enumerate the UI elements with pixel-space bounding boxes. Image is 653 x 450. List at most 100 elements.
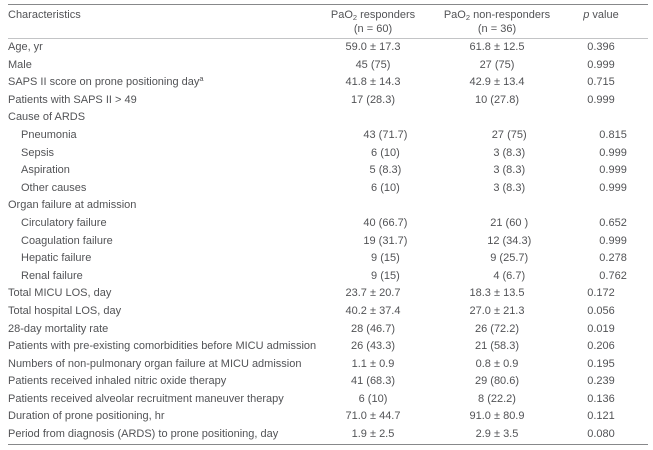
p-value: 0.136 bbox=[587, 392, 615, 405]
p-value: 0.999 bbox=[599, 146, 627, 159]
row-label: Period from diagnosis (ARDS) to prone po… bbox=[8, 428, 279, 441]
non-responders-value: 61.8 ± 12.5 bbox=[469, 41, 525, 53]
header-pao2-responders-title: PaO2 responders bbox=[330, 9, 416, 22]
non-responders-value: 26 (72.2) bbox=[474, 322, 520, 335]
p-value: 0.652 bbox=[599, 216, 627, 229]
non-responders-value: 12 (34.3) bbox=[487, 234, 532, 247]
table-row: Patients with SAPS II > 49 17 (28.3) 10 (2… bbox=[8, 92, 648, 110]
p-value: 0.080 bbox=[587, 428, 615, 441]
responders-value: 45 (75) bbox=[355, 58, 391, 71]
p-value: 0.278 bbox=[599, 252, 627, 265]
p-value: 0.239 bbox=[587, 375, 615, 388]
row-label: Sepsis bbox=[21, 146, 55, 159]
p-value: 0.172 bbox=[587, 287, 615, 300]
p-value: 0.019 bbox=[587, 322, 615, 335]
responders-value: 6 (10) bbox=[371, 146, 400, 159]
table-row: Organ failure at admission bbox=[8, 197, 648, 215]
p-value: 0.999 bbox=[599, 164, 627, 177]
header-pao2-responders-n: (n = 60) bbox=[353, 22, 393, 35]
responders-value: 9 (15) bbox=[371, 252, 400, 265]
table-row: Circulatory failure 40 (66.7) 21 (60 ) 0.65… bbox=[8, 215, 648, 233]
table-row: Aspiration 5 (8.3) 3 (8.3) 0.999 bbox=[8, 162, 648, 180]
responders-value: 1.9 ± 2.5 bbox=[351, 428, 395, 441]
header-p-value: p value bbox=[583, 9, 619, 21]
table-header: Characteristics PaO2 responders (n = 60)… bbox=[8, 4, 648, 39]
responders-value: 9 (15) bbox=[371, 269, 400, 282]
responders-value: 17 (28.3) bbox=[350, 93, 396, 106]
table-row: Total MICU LOS, day 23.7 ± 20.7 18.3 ± 13.… bbox=[8, 285, 648, 303]
table-row: SAPS II score on prone positioning daya 4… bbox=[8, 74, 648, 92]
table-row: Patients received inhaled nitric oxide t… bbox=[8, 373, 648, 391]
non-responders-value: 3 (8.3) bbox=[493, 181, 526, 194]
row-label: SAPS II score on prone positioning daya bbox=[8, 74, 204, 89]
responders-value: 43 (71.7) bbox=[363, 128, 408, 141]
non-responders-value: 27 (75) bbox=[491, 128, 527, 141]
non-responders-value: 29 (80.6) bbox=[474, 375, 520, 388]
p-value: 0.206 bbox=[587, 340, 615, 353]
non-responders-value: 91.0 ± 80.9 bbox=[469, 410, 525, 423]
footnote-marker: a bbox=[199, 74, 204, 84]
row-label: Other causes bbox=[21, 181, 87, 194]
non-responders-value: 4 (6.7) bbox=[493, 269, 526, 282]
p-value: 0.815 bbox=[599, 128, 627, 141]
responders-value: 1.1 ± 0.9 bbox=[351, 357, 395, 370]
responders-value: 6 (10) bbox=[371, 181, 400, 194]
non-responders-value: 0.8 ± 0.9 bbox=[475, 357, 519, 370]
p-value: 0.056 bbox=[587, 304, 615, 317]
p-value: 0.999 bbox=[599, 181, 627, 194]
row-label: Cause of ARDS bbox=[8, 111, 86, 124]
responders-value: 71.0 ± 44.7 bbox=[345, 410, 401, 423]
header-pao2-non-responders-n: (n = 36) bbox=[477, 22, 517, 35]
row-label: Numbers of non-pulmonary organ failure a… bbox=[8, 357, 302, 370]
non-responders-value: 21 (58.3) bbox=[474, 340, 520, 353]
row-label: Duration of prone positioning, hr bbox=[8, 410, 165, 423]
row-label: Total MICU LOS, day bbox=[8, 287, 112, 300]
responders-value: 6 (10) bbox=[358, 392, 388, 405]
table-row: Renal failure 9 (15) 4 (6.7) 0.762 bbox=[8, 268, 648, 286]
table-row: Hepatic failure 9 (15) 9 (25.7) 0.278 bbox=[8, 250, 648, 268]
responders-value: 59.0 ± 17.3 bbox=[345, 41, 401, 53]
table-row: Male 45 (75) 27 (75) 0.999 bbox=[8, 57, 648, 75]
non-responders-value: 8 (22.2) bbox=[478, 392, 516, 405]
responders-value: 5 (8.3) bbox=[369, 164, 402, 177]
table-row: Age, yr 59.0 ± 17.3 61.8 ± 12.5 0.396 bbox=[8, 39, 648, 57]
responders-value: 28 (46.7) bbox=[350, 322, 396, 335]
row-label: Coagulation failure bbox=[21, 234, 113, 247]
table-row: Pneumonia 43 (71.7) 27 (75) 0.815 bbox=[8, 127, 648, 145]
non-responders-value: 18.3 ± 13.5 bbox=[469, 287, 525, 300]
p-value: 0.396 bbox=[587, 41, 615, 53]
header-pao2-non-responders-title: PaO2 non-responders bbox=[443, 9, 551, 22]
row-label: Age, yr bbox=[8, 41, 43, 53]
p-value: 0.999 bbox=[599, 234, 627, 247]
row-label: 28-day mortality rate bbox=[8, 322, 109, 335]
non-responders-value: 10 (27.8) bbox=[474, 93, 520, 106]
header-characteristics: Characteristics bbox=[8, 9, 81, 21]
p-value: 0.715 bbox=[587, 76, 615, 89]
table-row: Numbers of non-pulmonary organ failure a… bbox=[8, 356, 648, 374]
responders-value: 19 (31.7) bbox=[363, 234, 408, 247]
p-value: 0.762 bbox=[599, 269, 627, 282]
row-label: Patients received inhaled nitric oxide t… bbox=[8, 375, 227, 388]
table-body: Age, yr 59.0 ± 17.3 61.8 ± 12.5 0.396 Male 45… bbox=[8, 39, 648, 445]
responders-value: 41 (68.3) bbox=[350, 375, 396, 388]
row-label: Organ failure at admission bbox=[8, 199, 137, 212]
non-responders-value: 21 (60 ) bbox=[490, 216, 529, 229]
non-responders-value: 27.0 ± 21.3 bbox=[469, 304, 525, 317]
table-row: Other causes 6 (10) 3 (8.3) 0.999 bbox=[8, 180, 648, 198]
responders-value: 41.8 ± 14.3 bbox=[345, 76, 401, 89]
row-label: Hepatic failure bbox=[21, 252, 92, 265]
row-label: Aspiration bbox=[21, 164, 70, 177]
table-row: Period from diagnosis (ARDS) to prone po… bbox=[8, 426, 648, 444]
table-row: Coagulation failure 19 (31.7) 12 (34.3) 0.9… bbox=[8, 233, 648, 251]
row-label: Total hospital LOS, day bbox=[8, 304, 122, 317]
row-label: Pneumonia bbox=[21, 128, 77, 141]
table-row: 28-day mortality rate 28 (46.7) 26 (72.2) 0… bbox=[8, 321, 648, 339]
non-responders-value: 3 (8.3) bbox=[493, 146, 526, 159]
non-responders-value: 42.9 ± 13.4 bbox=[469, 76, 525, 89]
header-pao2-responders: PaO2 responders (n = 60) bbox=[318, 9, 428, 35]
row-label: Circulatory failure bbox=[21, 216, 107, 229]
table-row: Duration of prone positioning, hr 71.0 ± … bbox=[8, 408, 648, 426]
row-label: Patients with SAPS II > 49 bbox=[8, 93, 137, 106]
p-value: 0.121 bbox=[587, 410, 615, 423]
non-responders-value: 9 (25.7) bbox=[490, 252, 529, 265]
